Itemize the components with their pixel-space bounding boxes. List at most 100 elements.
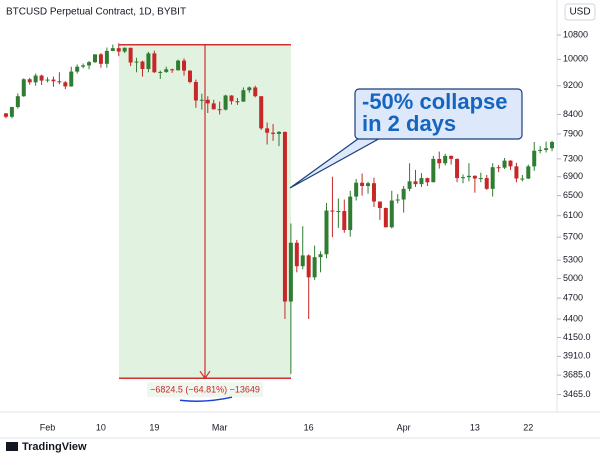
measure-arrowhead [199,370,211,380]
y-tick-label: 3910.0 [563,351,591,361]
x-tick-label: Feb [40,422,56,432]
x-tick-label: 10 [96,422,106,432]
candle-body [312,257,317,278]
y-tick-label: 9200 [563,80,583,90]
candle-body [247,87,252,91]
currency[interactable]: USD [569,7,590,18]
x-tick-label: 13 [470,422,480,432]
candle-body [407,181,412,189]
measure-tool: −6824.5 (−64.81%) −13649 [119,43,291,402]
candle-body [508,160,513,167]
y-tick-label: 6100 [563,210,583,220]
candle-body [306,255,311,278]
candle-body [259,96,264,129]
currency-box[interactable] [564,3,596,21]
chart-title: BTCUSD Perpetual Contract, 1D, BYBIT [6,7,186,18]
y-tick-label: 7900 [563,128,583,138]
candle-body [98,54,103,64]
candle-body [164,69,169,72]
candle-body [51,79,56,82]
candle-body [170,69,175,71]
y-tick-label: 10800 [563,29,588,39]
y-tick-label: 3465.0 [563,389,591,399]
candle-body [87,62,92,66]
candle-body [116,48,121,52]
candle-body [110,48,115,51]
candle-body [538,149,543,151]
candle-body [3,113,8,117]
candle-body [122,47,127,52]
measure-label-box [147,382,263,398]
candle-body [69,71,74,87]
candle-body [360,182,365,187]
candle-body [146,53,151,69]
underline-scribble [179,396,233,402]
candle-body [502,160,507,168]
candle-body [354,182,359,197]
candle-body [336,211,341,213]
candle-body [371,183,376,202]
candle-body [152,53,157,73]
candle-body [484,178,489,189]
candle-body [265,128,270,133]
candle-body [223,95,228,110]
candle-body [27,79,32,83]
candle-body [330,210,335,212]
candle-body [158,71,163,73]
candle-body [461,177,465,179]
candle-body [217,109,222,111]
candle-body [413,181,418,185]
candle-body [176,60,181,71]
candle-body [140,61,145,69]
candle-body [443,155,448,164]
logo-mark [6,442,18,451]
candle-body [33,75,38,83]
y-tick-label: 8400 [563,109,583,119]
candle-body [253,87,258,97]
candle-body [241,90,246,102]
candle-body [193,81,198,101]
candle-body [419,178,424,185]
candle-body [342,211,347,231]
y-tick-label: 5700 [563,232,583,242]
y-tick-label: 5000 [563,273,583,283]
candle-body [324,210,329,255]
callout-pointer [289,135,385,189]
candle-body [520,178,525,180]
candle-body [271,132,276,134]
x-tick-label: 19 [149,422,159,432]
candle-body [348,196,353,231]
candle-body [294,242,299,267]
candle-body [490,167,495,189]
candle-body [128,47,133,63]
candle-body [478,178,483,180]
x-tick-label: 16 [304,422,314,432]
candle-body [496,167,501,169]
logo: TradingView [6,441,87,453]
candle-body [544,148,549,150]
candle-body [277,131,281,134]
candle-body [75,66,80,72]
candle-body [318,254,323,258]
annotation-text: -50% collapse [362,89,508,114]
candle-body [104,50,109,64]
x-tick-label: 22 [523,422,533,432]
candle-body [472,175,477,179]
candle-body [9,107,14,117]
candle-body [437,158,442,164]
candle-body [401,188,406,200]
candle-body [526,166,531,179]
candle-body [395,199,400,201]
candle-body [532,150,537,167]
candle-body [466,175,471,178]
candle-body [187,70,192,82]
x-tick-label: Apr [397,422,411,432]
candle-body [514,166,519,179]
y-tick-label: 4700 [563,293,583,303]
y-tick-label: 4400 [563,313,583,323]
candle-body [182,60,187,71]
candle-body [21,79,26,97]
y-tick-label: 6900 [563,171,583,181]
